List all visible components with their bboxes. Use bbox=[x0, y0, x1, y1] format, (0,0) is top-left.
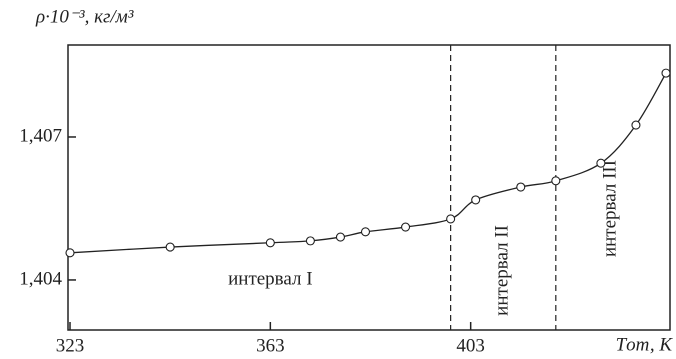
data-point bbox=[335, 232, 346, 242]
data-point bbox=[360, 227, 371, 237]
interval-label: интервал II bbox=[492, 225, 513, 316]
interval-label: интервал III bbox=[599, 160, 620, 257]
data-point bbox=[631, 120, 641, 130]
data-point bbox=[305, 236, 315, 246]
y-tick-label: 1,404 bbox=[19, 268, 62, 289]
data-point bbox=[596, 158, 606, 168]
plot-frame bbox=[67, 44, 671, 331]
interval-label: интервал I bbox=[228, 268, 312, 289]
y-axis-label: ρ·10⁻³, кг/м³ bbox=[35, 6, 134, 27]
x-tick-label: 323 bbox=[56, 335, 85, 356]
data-point bbox=[471, 195, 481, 205]
data-line bbox=[69, 72, 667, 254]
x-tick-label: 363 bbox=[256, 335, 285, 356]
data-point bbox=[65, 248, 75, 258]
data-point bbox=[661, 68, 671, 78]
data-point bbox=[446, 214, 456, 224]
x-tick-label: 403 bbox=[456, 335, 485, 356]
data-point bbox=[551, 176, 561, 186]
data-point bbox=[516, 182, 526, 192]
data-point bbox=[401, 222, 411, 232]
data-point bbox=[165, 242, 175, 252]
data-point bbox=[265, 238, 275, 248]
y-tick-label: 1,407 bbox=[19, 125, 62, 146]
x-axis-label: Tот, К bbox=[616, 334, 674, 355]
